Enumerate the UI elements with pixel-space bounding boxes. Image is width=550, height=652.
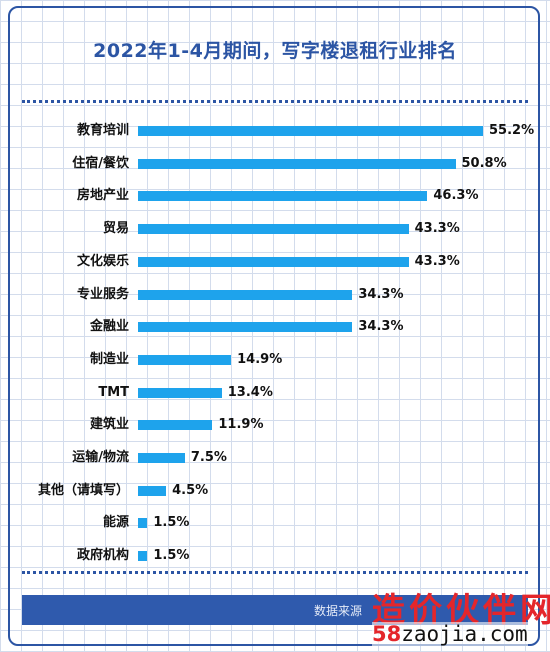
watermark-url-rest: zaojia.com bbox=[401, 622, 528, 646]
bar bbox=[138, 551, 148, 562]
footer-bar: 数据来源 bbox=[22, 595, 528, 625]
category-label: 运输/物流 bbox=[72, 450, 129, 465]
bar bbox=[138, 387, 222, 398]
bar bbox=[138, 191, 428, 202]
dotted-divider-bottom bbox=[22, 571, 528, 574]
value-label: 13.4% bbox=[227, 384, 273, 400]
source-label: 数据来源 bbox=[314, 604, 363, 618]
category-label: 教育培训 bbox=[76, 123, 129, 138]
value-label: 1.5% bbox=[153, 548, 190, 564]
category-label: 房地产业 bbox=[76, 188, 129, 204]
category-label: 专业服务 bbox=[76, 286, 129, 302]
value-label: 50.8% bbox=[461, 155, 507, 171]
bar bbox=[138, 322, 353, 333]
bar bbox=[138, 420, 213, 431]
chart-frame bbox=[8, 6, 540, 646]
category-label: 金融业 bbox=[89, 319, 129, 335]
chart-title: 2022年1-4月期间，写字楼退租行业排名 bbox=[93, 40, 457, 62]
bar bbox=[138, 126, 483, 136]
bar bbox=[138, 256, 409, 267]
category-label: TMT bbox=[98, 384, 129, 400]
category-label: 政府机构 bbox=[76, 548, 129, 564]
watermark-url-prefix: 58 bbox=[372, 622, 402, 646]
dotted-divider-top bbox=[22, 100, 528, 103]
value-label: 55.2% bbox=[489, 123, 535, 138]
value-label: 46.3% bbox=[433, 188, 479, 204]
bar bbox=[138, 158, 456, 169]
value-label: 34.3% bbox=[358, 286, 404, 302]
value-label: 4.5% bbox=[172, 482, 209, 498]
value-label: 43.3% bbox=[414, 253, 460, 269]
category-label: 住宿/餐饮 bbox=[72, 155, 129, 171]
category-label: 文化娱乐 bbox=[76, 253, 129, 269]
bar bbox=[138, 289, 353, 300]
category-label: 制造业 bbox=[89, 351, 129, 367]
bar bbox=[138, 485, 167, 496]
category-label: 其他（请填写） bbox=[37, 482, 129, 498]
bar bbox=[138, 453, 185, 463]
bar bbox=[138, 354, 232, 365]
value-label: 7.5% bbox=[190, 450, 227, 465]
value-label: 1.5% bbox=[153, 515, 190, 531]
value-label: 43.3% bbox=[414, 221, 460, 237]
category-label: 能源 bbox=[102, 515, 129, 531]
value-label: 14.9% bbox=[237, 351, 283, 367]
category-label: 贸易 bbox=[102, 221, 129, 237]
bar bbox=[138, 224, 409, 235]
watermark-url: 58zaojia.com bbox=[372, 622, 528, 646]
bar bbox=[138, 518, 148, 529]
value-label: 11.9% bbox=[218, 417, 264, 433]
value-label: 34.3% bbox=[358, 319, 404, 335]
category-label: 建筑业 bbox=[89, 417, 129, 433]
